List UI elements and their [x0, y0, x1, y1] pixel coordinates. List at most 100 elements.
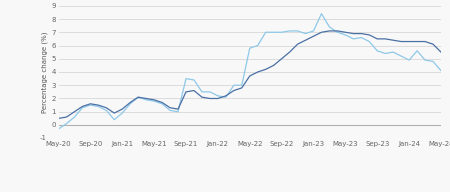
- Monthly CPI indicator: [207, 91, 212, 93]
- Monthly CPI excluding volatile items* & holiday travel: [414, 40, 420, 43]
- Line: Monthly CPI excluding volatile items* & holiday travel: Monthly CPI excluding volatile items* & …: [58, 31, 441, 118]
- Monthly CPI indicator: [159, 103, 165, 105]
- Monthly CPI indicator: [391, 51, 396, 53]
- Monthly CPI excluding volatile items* & holiday travel: [374, 38, 380, 40]
- Monthly CPI indicator: [398, 55, 404, 57]
- Monthly CPI excluding volatile items* & holiday travel: [112, 112, 117, 114]
- Monthly CPI indicator: [176, 111, 181, 113]
- Monthly CPI indicator: [303, 32, 308, 35]
- Monthly CPI excluding volatile items* & holiday travel: [255, 71, 261, 73]
- Monthly CPI indicator: [438, 70, 444, 72]
- Monthly CPI excluding volatile items* & holiday travel: [183, 91, 189, 93]
- Monthly CPI excluding volatile items* & holiday travel: [127, 101, 133, 104]
- Monthly CPI excluding volatile items* & holiday travel: [295, 43, 300, 45]
- Monthly CPI indicator: [239, 84, 244, 86]
- Monthly CPI excluding volatile items* & holiday travel: [56, 117, 61, 119]
- Monthly CPI indicator: [191, 79, 197, 81]
- Monthly CPI excluding volatile items* & holiday travel: [72, 111, 77, 113]
- Monthly CPI indicator: [96, 105, 101, 108]
- Monthly CPI indicator: [80, 107, 85, 109]
- Monthly CPI indicator: [311, 30, 316, 32]
- Monthly CPI indicator: [231, 84, 237, 86]
- Monthly CPI excluding volatile items* & holiday travel: [327, 30, 332, 32]
- Monthly CPI indicator: [135, 96, 141, 98]
- Monthly CPI indicator: [343, 34, 348, 36]
- Monthly CPI excluding volatile items* & holiday travel: [80, 105, 85, 108]
- Monthly CPI indicator: [414, 50, 420, 52]
- Monthly CPI indicator: [247, 47, 252, 49]
- Monthly CPI indicator: [263, 31, 268, 33]
- Monthly CPI excluding volatile items* & holiday travel: [335, 30, 340, 32]
- Monthly CPI indicator: [120, 112, 125, 114]
- Monthly CPI excluding volatile items* & holiday travel: [167, 107, 173, 109]
- Monthly CPI indicator: [359, 36, 364, 39]
- Monthly CPI indicator: [430, 60, 436, 63]
- Monthly CPI excluding volatile items* & holiday travel: [263, 68, 268, 70]
- Monthly CPI indicator: [104, 109, 109, 112]
- Monthly CPI excluding volatile items* & holiday travel: [311, 35, 316, 37]
- Monthly CPI indicator: [335, 31, 340, 33]
- Monthly CPI indicator: [327, 26, 332, 28]
- Monthly CPI excluding volatile items* & holiday travel: [159, 101, 165, 104]
- Monthly CPI indicator: [199, 91, 205, 93]
- Monthly CPI indicator: [374, 50, 380, 52]
- Monthly CPI indicator: [223, 96, 229, 98]
- Monthly CPI excluding volatile items* & holiday travel: [239, 87, 244, 89]
- Monthly CPI excluding volatile items* & holiday travel: [135, 96, 141, 98]
- Monthly CPI excluding volatile items* & holiday travel: [343, 31, 348, 33]
- Monthly CPI excluding volatile items* & holiday travel: [398, 40, 404, 43]
- Monthly CPI indicator: [382, 52, 388, 55]
- Monthly CPI excluding volatile items* & holiday travel: [215, 97, 220, 100]
- Monthly CPI excluding volatile items* & holiday travel: [271, 64, 276, 66]
- Monthly CPI indicator: [423, 59, 428, 61]
- Monthly CPI indicator: [151, 100, 157, 102]
- Monthly CPI indicator: [319, 12, 324, 15]
- Monthly CPI indicator: [56, 128, 61, 130]
- Monthly CPI excluding volatile items* & holiday travel: [223, 95, 229, 97]
- Monthly CPI excluding volatile items* & holiday travel: [287, 51, 292, 53]
- Monthly CPI excluding volatile items* & holiday travel: [88, 103, 93, 105]
- Monthly CPI excluding volatile items* & holiday travel: [151, 99, 157, 101]
- Monthly CPI excluding volatile items* & holiday travel: [359, 32, 364, 35]
- Monthly CPI indicator: [255, 44, 261, 47]
- Monthly CPI indicator: [279, 31, 284, 33]
- Monthly CPI excluding volatile items* & holiday travel: [64, 116, 69, 118]
- Monthly CPI excluding volatile items* & holiday travel: [279, 58, 284, 60]
- Monthly CPI excluding volatile items* & holiday travel: [191, 89, 197, 92]
- Monthly CPI excluding volatile items* & holiday travel: [207, 97, 212, 100]
- Monthly CPI indicator: [127, 103, 133, 105]
- Monthly CPI excluding volatile items* & holiday travel: [423, 40, 428, 43]
- Monthly CPI indicator: [406, 59, 412, 61]
- Monthly CPI excluding volatile items* & holiday travel: [367, 34, 372, 36]
- Monthly CPI indicator: [112, 118, 117, 121]
- Monthly CPI excluding volatile items* & holiday travel: [176, 108, 181, 110]
- Monthly CPI indicator: [351, 38, 356, 40]
- Monthly CPI excluding volatile items* & holiday travel: [247, 75, 252, 77]
- Monthly CPI indicator: [64, 122, 69, 125]
- Monthly CPI indicator: [367, 40, 372, 43]
- Monthly CPI excluding volatile items* & holiday travel: [303, 39, 308, 41]
- Monthly CPI indicator: [144, 99, 149, 101]
- Monthly CPI excluding volatile items* & holiday travel: [96, 104, 101, 106]
- Monthly CPI excluding volatile items* & holiday travel: [199, 96, 205, 98]
- Monthly CPI indicator: [167, 109, 173, 112]
- Monthly CPI indicator: [72, 116, 77, 118]
- Monthly CPI excluding volatile items* & holiday travel: [406, 40, 412, 43]
- Monthly CPI excluding volatile items* & holiday travel: [104, 107, 109, 109]
- Monthly CPI indicator: [183, 77, 189, 80]
- Monthly CPI excluding volatile items* & holiday travel: [319, 31, 324, 33]
- Monthly CPI excluding volatile items* & holiday travel: [430, 43, 436, 45]
- Monthly CPI indicator: [271, 31, 276, 33]
- Y-axis label: Percentage change (%): Percentage change (%): [42, 31, 49, 113]
- Monthly CPI excluding volatile items* & holiday travel: [438, 51, 444, 53]
- Monthly CPI excluding volatile items* & holiday travel: [382, 38, 388, 40]
- Monthly CPI excluding volatile items* & holiday travel: [391, 39, 396, 41]
- Monthly CPI indicator: [287, 30, 292, 32]
- Text: -1: -1: [40, 135, 46, 141]
- Monthly CPI indicator: [215, 95, 220, 97]
- Monthly CPI excluding volatile items* & holiday travel: [351, 32, 356, 35]
- Monthly CPI excluding volatile items* & holiday travel: [120, 108, 125, 110]
- Line: Monthly CPI indicator: Monthly CPI indicator: [58, 14, 441, 129]
- Monthly CPI excluding volatile items* & holiday travel: [144, 97, 149, 100]
- Monthly CPI indicator: [295, 30, 300, 32]
